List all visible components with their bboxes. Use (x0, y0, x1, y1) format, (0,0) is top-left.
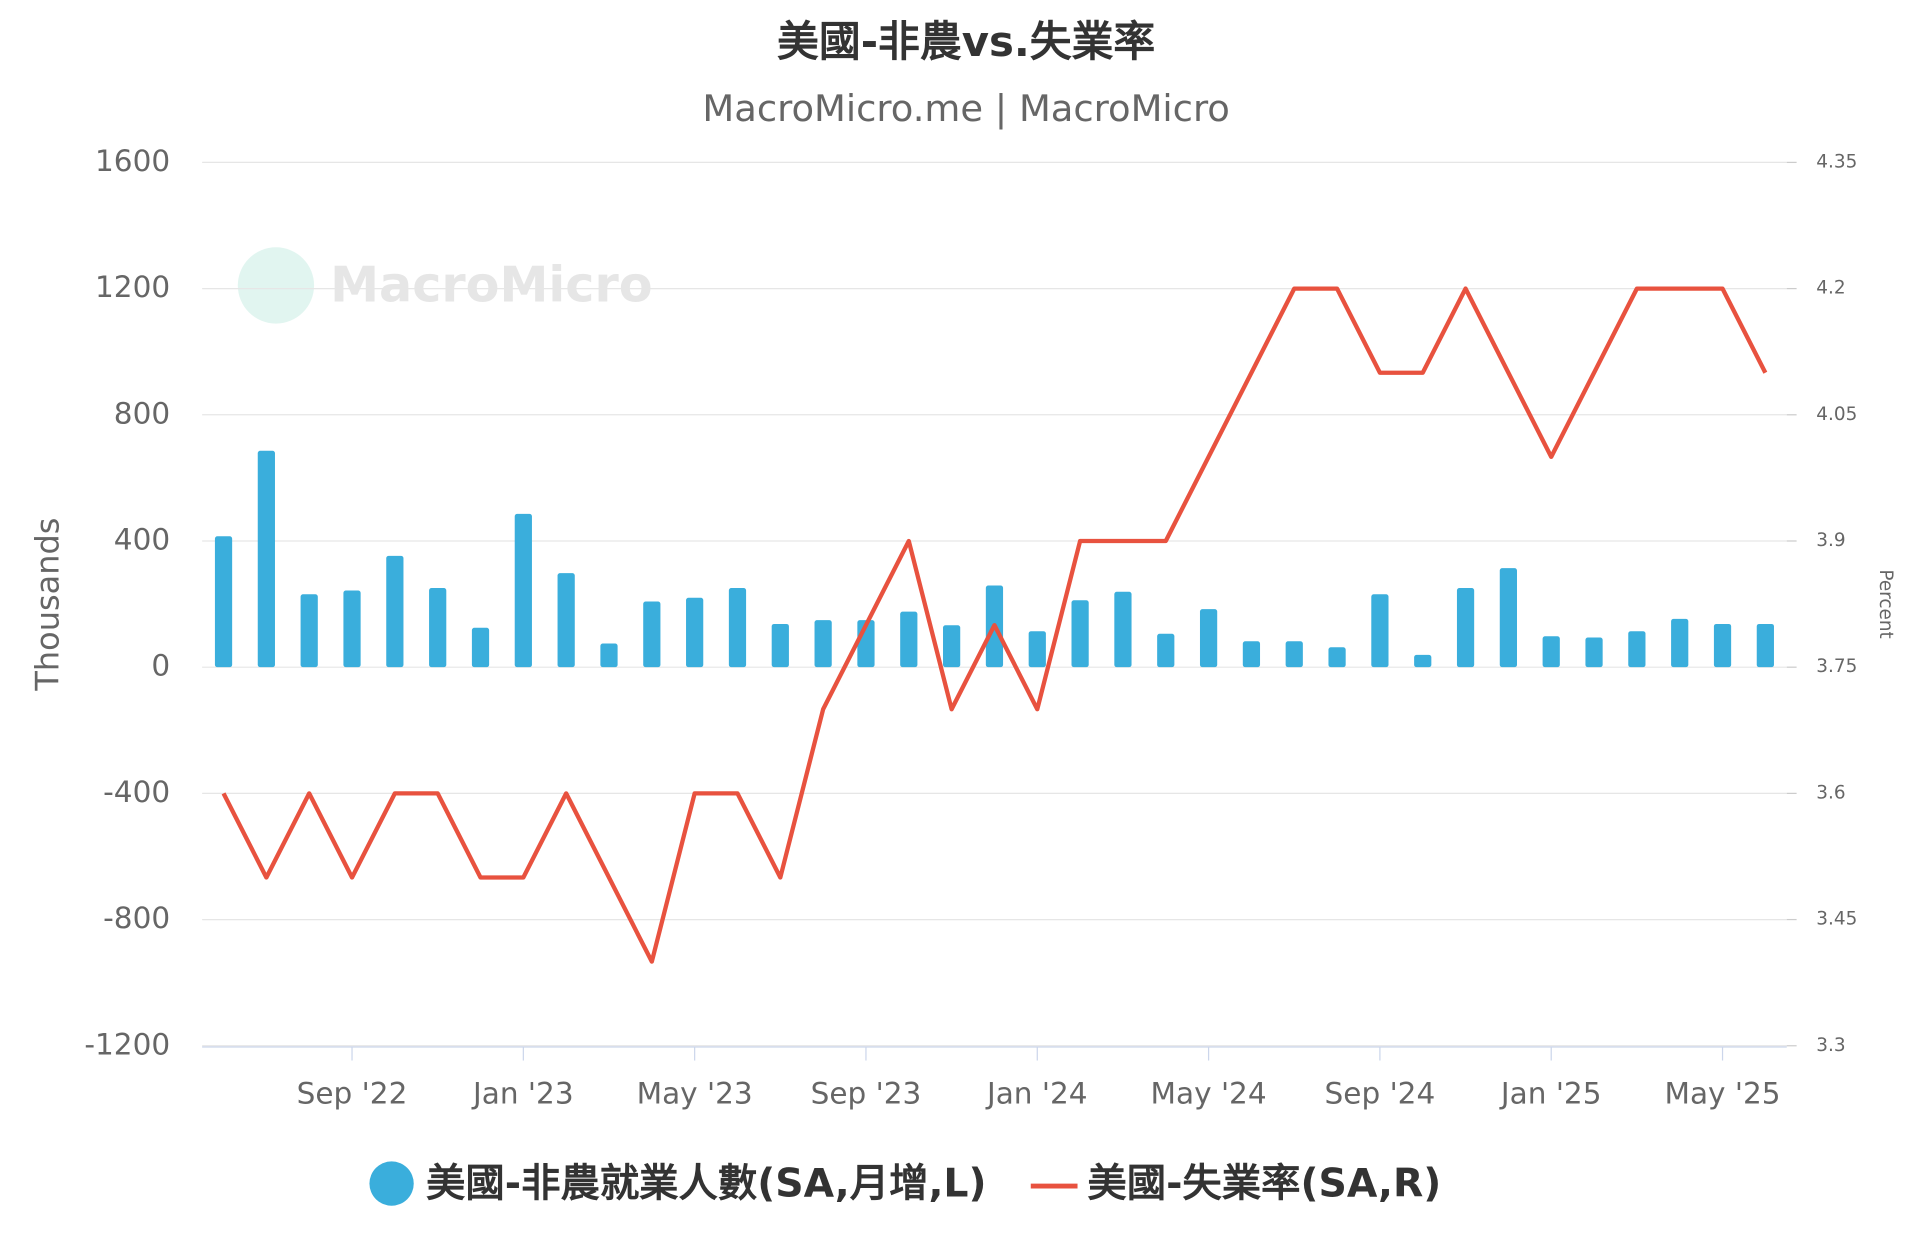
bar (1199, 609, 1218, 668)
y-tick-label: 1200 (95, 270, 170, 304)
y-axis-label: Thousands (29, 518, 67, 692)
bar (1157, 633, 1175, 668)
bar (214, 536, 233, 668)
x-tick-label: Sep '22 (297, 1076, 408, 1110)
y-tick-label: -800 (103, 901, 170, 935)
legend-label: 美國-非農就業人數(SA,月增,L) (426, 1161, 986, 1207)
bar (514, 513, 532, 668)
x-tick-label: Sep '23 (811, 1076, 922, 1110)
bar (1285, 641, 1303, 668)
y2-tick-label: 4.35 (1816, 151, 1857, 172)
y-tick-label: 400 (114, 522, 170, 556)
bar (1071, 600, 1089, 668)
bar (1371, 594, 1389, 668)
x-tick-label: May '24 (1151, 1076, 1267, 1110)
bar (1456, 587, 1475, 668)
bar (257, 450, 275, 668)
y-tick-label: 0 (151, 649, 170, 683)
bar (814, 620, 832, 668)
bar (300, 594, 318, 668)
bar (1585, 637, 1603, 668)
watermark-icon (237, 247, 315, 324)
bar (643, 601, 661, 668)
bar (1028, 631, 1046, 668)
x-tick-label: Jan '25 (1499, 1076, 1602, 1110)
y2-tick-label: 3.6 (1816, 782, 1845, 803)
bar (343, 590, 361, 668)
bar (686, 597, 704, 668)
chart-title: 美國-非農vs.失業率 (777, 17, 1155, 66)
bar (1414, 654, 1432, 668)
x-tick-label: May '23 (637, 1076, 753, 1110)
y2-axis-label: Percent (1875, 569, 1896, 638)
legend-marker (369, 1161, 414, 1206)
y-tick-label: -400 (103, 775, 170, 809)
x-tick-label: Jan '23 (471, 1076, 574, 1110)
bar (1114, 591, 1132, 668)
x-tick-label: May '25 (1664, 1076, 1780, 1110)
y-tick-label: 1600 (95, 144, 170, 178)
bar (1756, 623, 1774, 668)
bar (900, 611, 918, 668)
y2-tick-label: 3.9 (1816, 530, 1845, 551)
bar (1542, 636, 1560, 668)
y-tick-label: 800 (114, 396, 170, 430)
bar (600, 643, 618, 668)
bar (429, 587, 447, 668)
y2-tick-label: 4.05 (1816, 404, 1857, 425)
y2-tick-label: 3.3 (1816, 1035, 1845, 1056)
bar (943, 625, 961, 668)
bar (1628, 631, 1646, 668)
x-tick-label: Sep '24 (1325, 1076, 1436, 1110)
y2-tick-label: 3.45 (1816, 909, 1857, 930)
chart-subtitle: MacroMicro.me | MacroMicro (702, 87, 1229, 130)
bar (471, 627, 490, 668)
bar (771, 623, 789, 668)
watermark: MacroMicro (330, 255, 652, 313)
bar (1499, 568, 1518, 668)
bar (1242, 641, 1261, 668)
bar (1713, 623, 1732, 668)
bar (1328, 647, 1346, 668)
y2-tick-label: 4.2 (1816, 278, 1845, 299)
y2-tick-label: 3.75 (1816, 656, 1857, 677)
bar (1671, 618, 1689, 668)
bar (386, 555, 404, 668)
legend-label: 美國-失業率(SA,R) (1087, 1161, 1441, 1207)
bar (557, 573, 575, 668)
bar (728, 587, 747, 668)
y-tick-label: -1200 (84, 1027, 170, 1061)
line (221, 286, 1768, 964)
x-tick-label: Jan '24 (985, 1076, 1088, 1110)
